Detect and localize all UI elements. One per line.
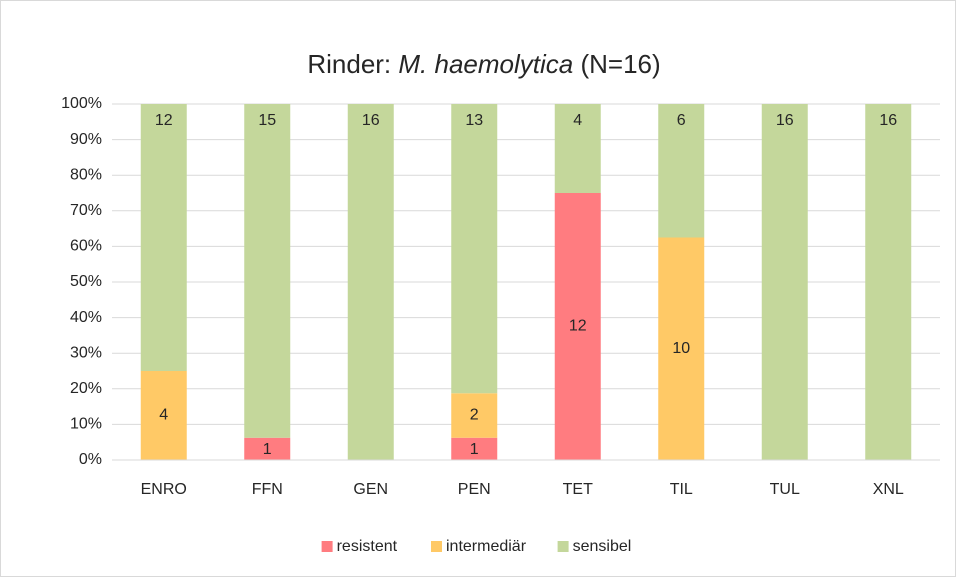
x-tick-label: ENRO <box>141 481 187 498</box>
legend-label: intermediär <box>446 538 527 555</box>
data-label: 10 <box>672 340 690 357</box>
x-tick-label: XNL <box>873 481 904 498</box>
bar-segment <box>554 193 601 460</box>
y-tick-label: 90% <box>70 131 102 148</box>
data-label: 2 <box>470 407 479 424</box>
bar-segment <box>140 371 187 460</box>
x-tick-label: TUL <box>770 481 800 498</box>
data-label: 16 <box>879 112 897 129</box>
data-label: 6 <box>677 112 686 129</box>
title-run: (N=16) <box>573 49 660 79</box>
x-tick-label: TET <box>563 481 593 498</box>
bar-segment <box>865 104 912 460</box>
y-tick-label: 30% <box>70 344 102 361</box>
title-run: Rinder: <box>307 49 398 79</box>
legend-label: resistent <box>337 538 398 555</box>
y-tick-label: 20% <box>70 380 102 397</box>
x-tick-label: FFN <box>252 481 283 498</box>
y-tick-label: 100% <box>61 95 102 112</box>
x-tick-label: GEN <box>353 481 388 498</box>
bar-segment <box>347 104 394 460</box>
legend-swatch <box>557 541 569 552</box>
bar-segment <box>451 104 498 394</box>
y-tick-label: 40% <box>70 309 102 326</box>
data-label: 12 <box>155 112 173 129</box>
data-label: 4 <box>573 112 582 129</box>
bar-segment <box>244 104 291 438</box>
bar-segment <box>658 104 705 238</box>
bar-segment <box>554 104 601 193</box>
legend-swatch <box>321 541 333 552</box>
x-tick-label: TIL <box>670 481 693 498</box>
bar-segment <box>658 237 705 460</box>
legend-swatch <box>431 541 442 552</box>
data-label: 12 <box>569 318 587 335</box>
y-tick-label: 0% <box>79 451 102 468</box>
chart-title: Rinder: M. haemolytica (N=16) <box>307 49 660 79</box>
data-label: 13 <box>465 112 483 129</box>
legend-label: sensibel <box>573 538 632 555</box>
bar-segment <box>244 437 291 460</box>
data-label: 16 <box>362 112 380 129</box>
data-label: 1 <box>470 441 479 458</box>
y-tick-label: 70% <box>70 202 102 219</box>
bar-segment <box>451 393 498 438</box>
x-tick-label: PEN <box>458 481 491 498</box>
title-run: M. haemolytica <box>398 49 573 79</box>
y-tick-label: 10% <box>70 416 102 433</box>
y-tick-label: 60% <box>70 238 102 255</box>
y-tick-label: 50% <box>70 273 102 290</box>
data-label: 1 <box>263 441 272 458</box>
y-tick-label: 80% <box>70 166 102 183</box>
bar-segment <box>761 104 808 460</box>
data-label: 15 <box>258 112 276 129</box>
bar-segment <box>451 437 498 460</box>
data-label: 16 <box>776 112 794 129</box>
bar-segment <box>140 104 187 371</box>
data-label: 4 <box>159 407 168 424</box>
